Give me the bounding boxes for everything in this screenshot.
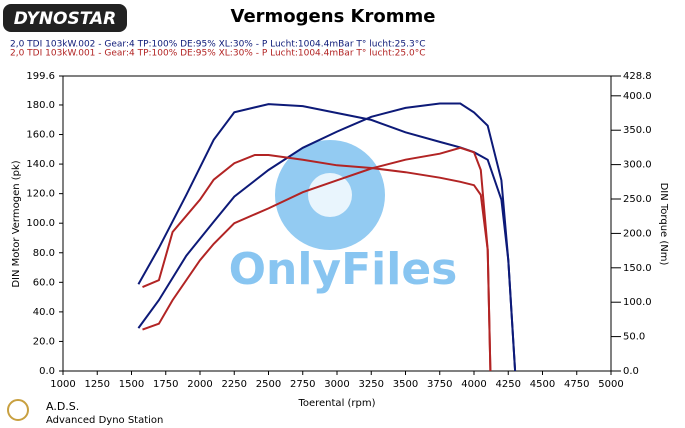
y2-tick-label: 428.8	[623, 71, 652, 82]
footer-title: A.D.S.	[46, 400, 79, 413]
watermark-logo	[308, 173, 352, 217]
x-tick-label: 5000	[598, 379, 623, 390]
y-tick-label: 160.0	[26, 130, 55, 141]
watermark: OnlyFiles	[229, 244, 458, 295]
x-tick-label: 2000	[187, 379, 212, 390]
x-tick-label: 1250	[85, 379, 110, 390]
y2-tick-label: 400.0	[623, 91, 652, 102]
y-tick-label: 140.0	[26, 159, 55, 170]
x-tick-label: 1750	[153, 379, 178, 390]
y-tick-label: 0.0	[39, 366, 55, 377]
y-tick-label: 199.6	[26, 71, 55, 82]
y2-tick-label: 0.0	[623, 366, 639, 377]
y-tick-label: 60.0	[33, 277, 55, 288]
y-tick-label: 20.0	[33, 336, 55, 347]
y-axis-label: DIN Motor Vermogen (pk)	[11, 160, 22, 287]
x-tick-label: 1500	[119, 379, 144, 390]
footer-logo	[7, 399, 29, 421]
x-tick-label: 3750	[427, 379, 452, 390]
x-tick-label: 3250	[359, 379, 384, 390]
x-tick-label: 4500	[530, 379, 555, 390]
logo: DYNOSTAR	[14, 9, 117, 29]
x-tick-label: 1000	[50, 379, 75, 390]
y2-axis-label: DIN Torque (Nm)	[658, 183, 669, 266]
chart-title: Vermogens Kromme	[231, 6, 436, 27]
legend-entry: 2,0 TDI 103kW.002 - Gear:4 TP:100% DE:95…	[10, 40, 426, 50]
y-tick-label: 100.0	[26, 218, 55, 229]
x-tick-label: 2750	[290, 379, 315, 390]
x-tick-label: 4250	[496, 379, 521, 390]
y2-tick-label: 350.0	[623, 125, 652, 136]
y-tick-label: 180.0	[26, 100, 55, 111]
logo-box	[3, 4, 127, 32]
x-axis-label: Toerental (rpm)	[297, 398, 375, 409]
power-line	[142, 146, 492, 372]
power-line	[137, 102, 517, 372]
y-tick-label: 120.0	[26, 189, 55, 200]
legend-entry: 2,0 TDI 103kW.001 - Gear:4 TP:100% DE:95…	[10, 49, 426, 59]
x-tick-label: 4750	[564, 379, 589, 390]
y-tick-label: 40.0	[33, 307, 55, 318]
y2-tick-label: 300.0	[623, 160, 652, 171]
y2-tick-label: 50.0	[623, 332, 645, 343]
x-tick-label: 2500	[256, 379, 281, 390]
x-tick-label: 3500	[393, 379, 418, 390]
torque-line	[137, 103, 517, 372]
y2-tick-label: 150.0	[623, 263, 652, 274]
footer-subtitle: Advanced Dyno Station	[46, 415, 163, 426]
y-tick-label: 80.0	[33, 248, 55, 259]
y2-tick-label: 200.0	[623, 228, 652, 239]
y2-tick-label: 250.0	[623, 194, 652, 205]
y2-tick-label: 100.0	[623, 297, 652, 308]
x-tick-label: 3000	[324, 379, 349, 390]
x-tick-label: 4000	[461, 379, 486, 390]
torque-line	[142, 154, 492, 372]
x-tick-label: 2250	[222, 379, 247, 390]
